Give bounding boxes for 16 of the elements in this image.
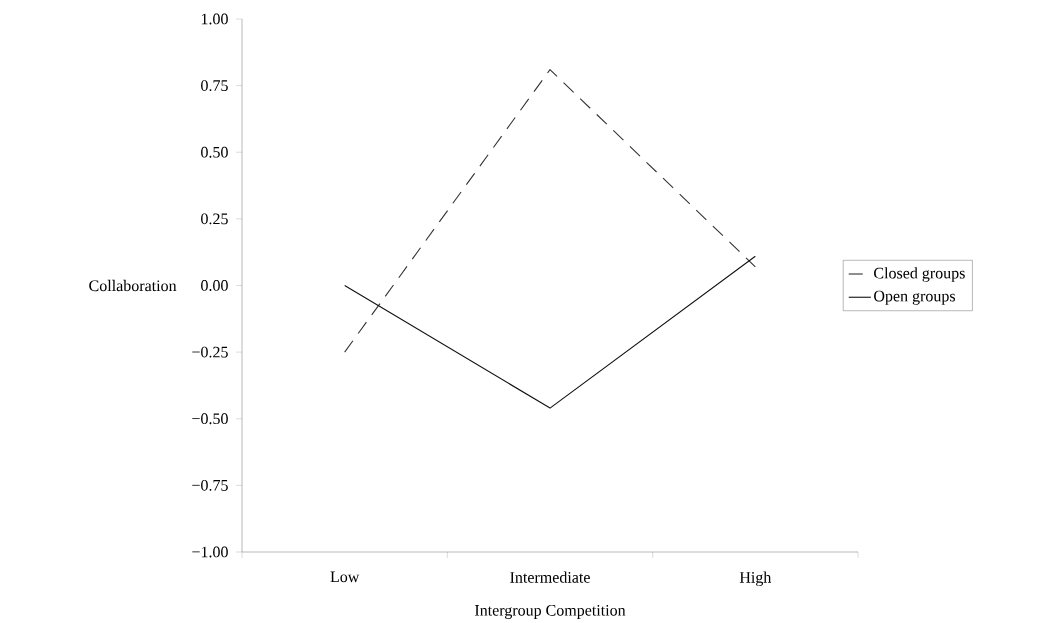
- y-tick-label: 0.00: [201, 280, 228, 291]
- y-tick-label: −1.00: [192, 546, 228, 558]
- x-axis-title: Intergroup Competition: [474, 604, 626, 619]
- x-tick-label: Intermediate: [510, 571, 590, 583]
- y-axis-title: Collaboration: [89, 279, 177, 292]
- x-tick-label: Low: [330, 571, 360, 583]
- y-tick-label: 0.75: [201, 80, 228, 92]
- y-tick-label: −0.75: [192, 479, 228, 491]
- x-tick-label: High: [739, 571, 772, 587]
- legend-label: Open groups: [874, 290, 956, 305]
- y-tick-label: 0.25: [201, 213, 228, 225]
- legend-label: Closed groups: [874, 267, 965, 282]
- y-tick-label: −0.50: [192, 413, 228, 425]
- y-tick-label: 0.50: [201, 146, 228, 158]
- y-tick-label: 1.00: [201, 13, 228, 25]
- y-tick-label: −0.25: [192, 346, 228, 358]
